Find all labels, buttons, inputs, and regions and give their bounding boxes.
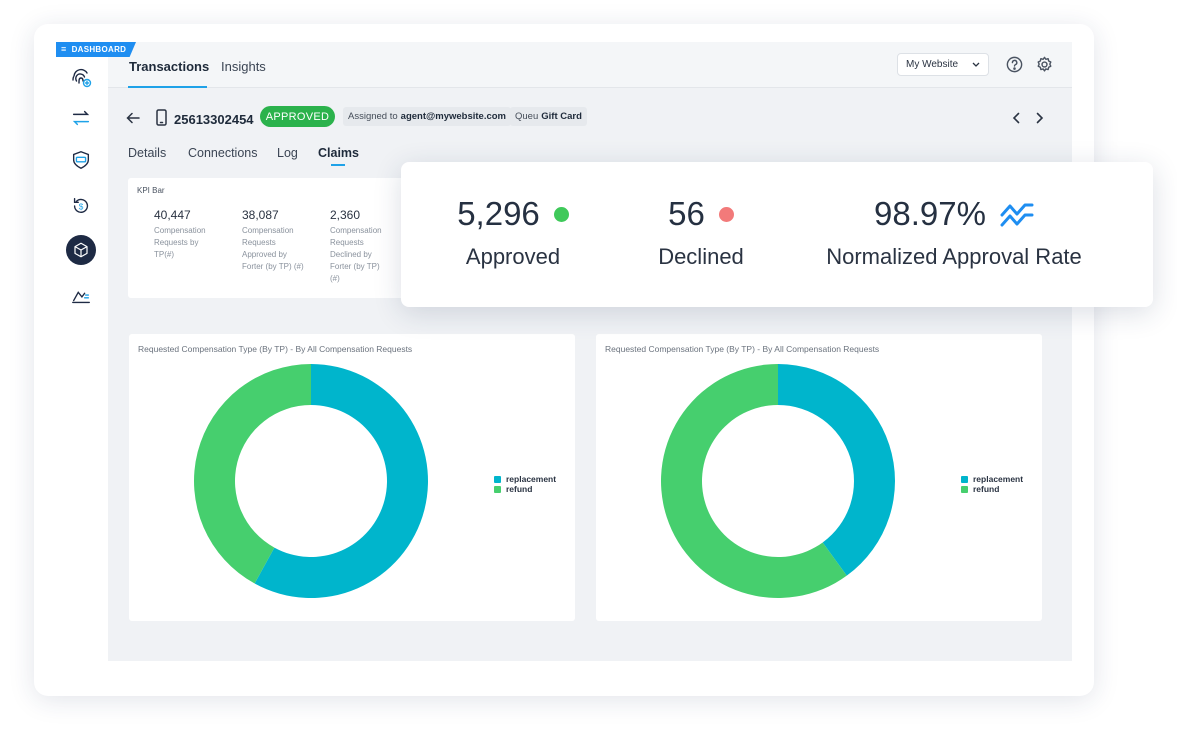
tab-insights[interactable]: Insights <box>221 59 266 74</box>
tab-underline <box>128 86 207 88</box>
cube-icon[interactable] <box>66 235 96 265</box>
kpi-value: 40,447 <box>154 208 191 222</box>
subtab-underline <box>331 164 345 166</box>
transaction-header: 25613302454 APPROVED Assigned to agent@m… <box>108 104 1072 132</box>
top-bar: Transactions Insights My Website <box>108 42 1072 88</box>
queue-chip: Queu Gift Card <box>510 107 587 126</box>
subtab-log[interactable]: Log <box>277 146 298 160</box>
status-badge: APPROVED <box>260 106 335 127</box>
legend-swatch <box>494 475 501 483</box>
declined-stat: 56 Declined <box>651 194 751 270</box>
transfer-arrows-icon[interactable] <box>66 103 96 133</box>
chart-trend-icon[interactable] <box>66 281 96 311</box>
chevron-down-icon <box>972 62 980 67</box>
legend-swatch <box>494 485 501 493</box>
legend-label: refund <box>506 484 533 494</box>
legend-label: replacement <box>973 474 1024 484</box>
queue-value: Gift Card <box>541 111 582 122</box>
trend-icon <box>1000 203 1034 227</box>
chart-title: Requested Compensation Type (By TP) - By… <box>138 344 413 354</box>
kpi-item: 38,087 Compensation Requests Approved by… <box>242 208 322 273</box>
approved-label: Approved <box>465 244 561 269</box>
approval-rate-value: 98.97% <box>874 195 986 232</box>
dollar-refresh-icon[interactable]: $ <box>66 191 96 221</box>
declined-label: Declined <box>658 244 744 269</box>
legend-swatch <box>961 475 968 483</box>
donut-slice-refund <box>194 364 311 584</box>
legend-item-refund: refund <box>961 484 1023 494</box>
kpi-value: 38,087 <box>242 208 279 222</box>
menu-icon: ≡ <box>61 44 67 54</box>
kpi-bar: KPI Bar 40,447 Compensation Requests by … <box>128 178 408 298</box>
help-icon[interactable] <box>1005 55 1024 74</box>
site-select-value: My Website <box>906 59 959 70</box>
kpi-label: Compensation Requests Approved by Forter… <box>242 226 304 271</box>
assigned-value: agent@mywebsite.com <box>400 111 507 122</box>
approval-rate-label: Normalized Approval Rate <box>826 244 1082 269</box>
declined-count: 56 <box>668 195 705 232</box>
legend-label: refund <box>973 484 1000 494</box>
queue-prefix: Queu <box>515 111 539 122</box>
kpi-item: 40,447 Compensation Requests by TP(#) <box>154 208 234 261</box>
chart-title: Requested Compensation Type (By TP) - By… <box>605 344 880 354</box>
chevron-left-icon[interactable] <box>1012 112 1021 124</box>
donut-chart <box>661 364 895 598</box>
approved-dot <box>553 206 569 222</box>
dashboard-badge-label: DASHBOARD <box>71 45 127 54</box>
chart-legend: replacement refund <box>961 474 1023 494</box>
declined-dot <box>718 206 734 222</box>
assigned-chip: Assigned to agent@mywebsite.com <box>343 107 512 126</box>
tab-transactions[interactable]: Transactions <box>129 59 210 74</box>
assigned-prefix: Assigned to <box>348 111 398 122</box>
dashboard-badge: ≡ DASHBOARD <box>56 42 136 57</box>
phone-icon <box>156 109 167 126</box>
svg-text:$: $ <box>79 203 84 212</box>
shield-card-icon[interactable] <box>66 145 96 175</box>
legend-swatch <box>961 485 968 493</box>
kpi-value: 2,360 <box>330 208 361 222</box>
donut-slice-replacement <box>254 364 429 598</box>
legend-label: replacement <box>506 474 557 484</box>
donut-slice-refund <box>661 364 847 598</box>
summary-card: 5,296 Approved 56 Declined 98.97% Normal… <box>401 162 1153 307</box>
approval-rate-stat: 98.97% Normalized Approval Rate <box>819 194 1089 270</box>
legend-item-replacement: replacement <box>494 474 556 484</box>
approved-stat: 5,296 Approved <box>453 194 573 270</box>
donut-slice-replacement <box>778 364 895 576</box>
back-arrow-icon[interactable] <box>126 111 140 125</box>
chart-card: Requested Compensation Type (By TP) - By… <box>129 334 575 621</box>
kpi-label: Compensation Requests Declined by Forter… <box>330 226 382 283</box>
subtab-connections[interactable]: Connections <box>188 146 258 160</box>
subtab-claims[interactable]: Claims <box>318 146 359 160</box>
kpi-label: Compensation Requests by TP(#) <box>154 226 206 259</box>
chart-card: Requested Compensation Type (By TP) - By… <box>596 334 1042 621</box>
approved-count: 5,296 <box>457 195 540 232</box>
site-select[interactable]: My Website <box>897 53 989 76</box>
transaction-id: 25613302454 <box>174 112 254 127</box>
sidebar: $ <box>56 57 108 661</box>
gear-icon[interactable] <box>1035 55 1054 74</box>
chevron-right-icon[interactable] <box>1035 112 1044 124</box>
kpi-item: 2,360 Compensation Requests Declined by … <box>330 208 410 285</box>
fingerprint-icon[interactable] <box>66 63 96 93</box>
kpi-bar-title: KPI Bar <box>137 186 165 195</box>
legend-item-replacement: replacement <box>961 474 1023 484</box>
subtab-details[interactable]: Details <box>128 146 167 160</box>
chart-legend: replacement refund <box>494 474 556 494</box>
legend-item-refund: refund <box>494 484 556 494</box>
main-panel: Transactions Insights My Website 2561330… <box>108 42 1072 661</box>
donut-chart <box>194 364 429 598</box>
